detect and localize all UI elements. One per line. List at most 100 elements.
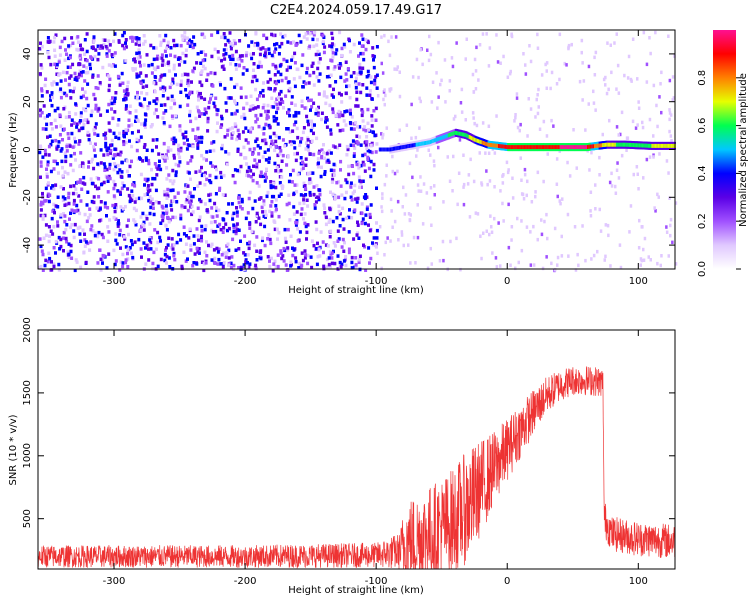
spectrogram-sparse-cell bbox=[496, 60, 500, 64]
spectrogram-noise-cell bbox=[191, 128, 195, 132]
spectrogram-noise-cell bbox=[231, 217, 235, 221]
spectrogram-noise-cell bbox=[174, 162, 178, 167]
spectrogram-noise-cell bbox=[214, 165, 218, 169]
spectrogram-noise-cell bbox=[137, 196, 141, 201]
ridge-core-cell bbox=[445, 134, 448, 139]
spectrogram-noise-cell bbox=[290, 101, 294, 105]
spectrogram-noise-cell bbox=[203, 183, 207, 187]
spectrogram-noise-cell bbox=[231, 43, 235, 48]
spectrogram-noise-cell bbox=[153, 90, 157, 94]
spectrogram-sparse-cell bbox=[639, 263, 642, 267]
spectrogram-noise-cell bbox=[40, 87, 44, 91]
spectrogram-noise-cell bbox=[261, 46, 265, 50]
spectrogram-noise-cell bbox=[314, 111, 318, 116]
ridge-core-cell bbox=[646, 143, 649, 148]
spectrogram-noise-cell bbox=[222, 48, 226, 52]
spectrogram-sparse-cell bbox=[510, 225, 514, 229]
ridge-core-cell bbox=[468, 135, 471, 139]
spectrogram-noise-cell bbox=[163, 252, 167, 257]
spectrogram-noise-cell bbox=[192, 35, 196, 39]
spectrogram-noise-cell bbox=[343, 110, 347, 114]
spectrogram-noise-cell bbox=[266, 103, 270, 108]
spectrogram-sparse-cell bbox=[442, 258, 445, 263]
spectrogram-noise-cell bbox=[326, 158, 330, 163]
spectrogram-noise-cell bbox=[304, 81, 308, 86]
spectrogram-noise-cell bbox=[257, 124, 261, 129]
spectrogram-noise-cell bbox=[295, 221, 299, 225]
ridge-core-cell bbox=[670, 143, 673, 148]
spectrogram-noise-cell bbox=[189, 243, 193, 248]
spectrogram-noise-cell bbox=[128, 139, 131, 143]
spectrogram-noise-cell bbox=[337, 114, 341, 119]
spectrogram-noise-cell bbox=[138, 60, 142, 65]
spectrogram-noise-cell bbox=[345, 78, 349, 82]
spectrogram-noise-cell bbox=[168, 85, 172, 90]
spectrogram-noise-cell bbox=[322, 264, 326, 269]
spectrogram-sparse-cell bbox=[393, 67, 396, 71]
spectrogram-noise-cell bbox=[330, 47, 334, 52]
spectrogram-noise-cell bbox=[224, 52, 228, 56]
spectrogram-noise-cell bbox=[312, 243, 316, 248]
spectrogram-noise-cell bbox=[301, 166, 305, 170]
spectrogram-noise-cell bbox=[142, 34, 146, 38]
spectrogram-noise-cell bbox=[65, 70, 69, 75]
spectrogram-noise-cell bbox=[69, 225, 73, 230]
ridge-core-cell bbox=[411, 143, 415, 148]
spectrogram-noise-cell bbox=[93, 54, 97, 59]
spectrogram-noise-cell bbox=[67, 82, 71, 87]
spectrogram-noise-cell bbox=[248, 108, 252, 112]
spectrogram-noise-cell bbox=[52, 167, 56, 171]
spectrogram-noise-cell bbox=[203, 66, 207, 71]
spectrogram-noise-cell bbox=[59, 87, 63, 91]
spectrogram-noise-cell bbox=[73, 71, 77, 76]
spectrogram-noise-cell bbox=[154, 99, 158, 103]
spectrogram-noise-cell bbox=[331, 219, 335, 224]
spectrogram-sparse-cell bbox=[536, 111, 540, 116]
spectrogram-noise-cell bbox=[368, 212, 372, 217]
spectrogram-noise-cell bbox=[47, 199, 51, 204]
spectrogram-noise-cell bbox=[216, 30, 220, 35]
spectrogram-noise-cell bbox=[153, 111, 157, 116]
spectrogram-noise-cell bbox=[167, 236, 171, 240]
spectrogram-noise-cell bbox=[309, 108, 312, 112]
spectrogram-noise-cell bbox=[97, 195, 101, 199]
spectrogram-noise-cell bbox=[196, 126, 200, 131]
spectrogram-noise-cell bbox=[63, 170, 67, 174]
spectrogram-noise-cell bbox=[345, 144, 349, 149]
spectrogram-noise-cell bbox=[67, 44, 71, 48]
spectrogram-sparse-cell bbox=[487, 151, 491, 155]
spectrogram-noise-cell bbox=[194, 116, 198, 121]
spectrogram-noise-cell bbox=[61, 70, 65, 75]
spectrogram-noise-cell bbox=[220, 58, 223, 63]
spectrogram-noise-cell bbox=[305, 198, 309, 202]
spectrogram-noise-cell bbox=[245, 68, 249, 72]
spectrogram-sparse-cell bbox=[383, 182, 387, 187]
spectrogram-sparse-cell bbox=[572, 128, 575, 132]
spectrogram-noise-cell bbox=[307, 171, 310, 176]
spectrogram-noise-cell bbox=[312, 83, 316, 87]
spectrogram-noise-cell bbox=[147, 258, 151, 262]
spectrogram-noise-cell bbox=[99, 200, 103, 204]
spectrogram-noise-cell bbox=[77, 72, 81, 77]
spectrogram-sparse-cell bbox=[653, 206, 656, 210]
spectrogram-sparse-cell bbox=[545, 69, 548, 73]
spectrogram-noise-cell bbox=[155, 173, 159, 177]
spectrogram-noise-cell bbox=[96, 234, 100, 239]
spectrogram-noise-cell bbox=[71, 62, 75, 67]
spectrogram-noise-cell bbox=[118, 81, 122, 85]
spectrogram-noise-cell bbox=[196, 146, 200, 150]
spectrogram-noise-cell bbox=[120, 170, 124, 174]
spectrogram-noise-cell bbox=[361, 179, 365, 183]
spectrogram-sparse-cell bbox=[523, 172, 527, 177]
spectrogram-sparse-cell bbox=[385, 163, 388, 167]
spectrogram-noise-cell bbox=[167, 256, 171, 260]
spectrogram-noise-cell bbox=[359, 90, 363, 95]
spectrogram-noise-cell bbox=[81, 228, 85, 232]
spectrogram-noise-cell bbox=[355, 90, 359, 94]
spectrogram-noise-cell bbox=[307, 122, 310, 127]
ridge-core-cell bbox=[453, 131, 456, 136]
spectrogram-noise-cell bbox=[160, 214, 164, 218]
spectrogram-noise-cell bbox=[203, 227, 207, 232]
ridge-core-cell bbox=[427, 140, 430, 145]
spectrogram-sparse-cell bbox=[540, 232, 544, 237]
